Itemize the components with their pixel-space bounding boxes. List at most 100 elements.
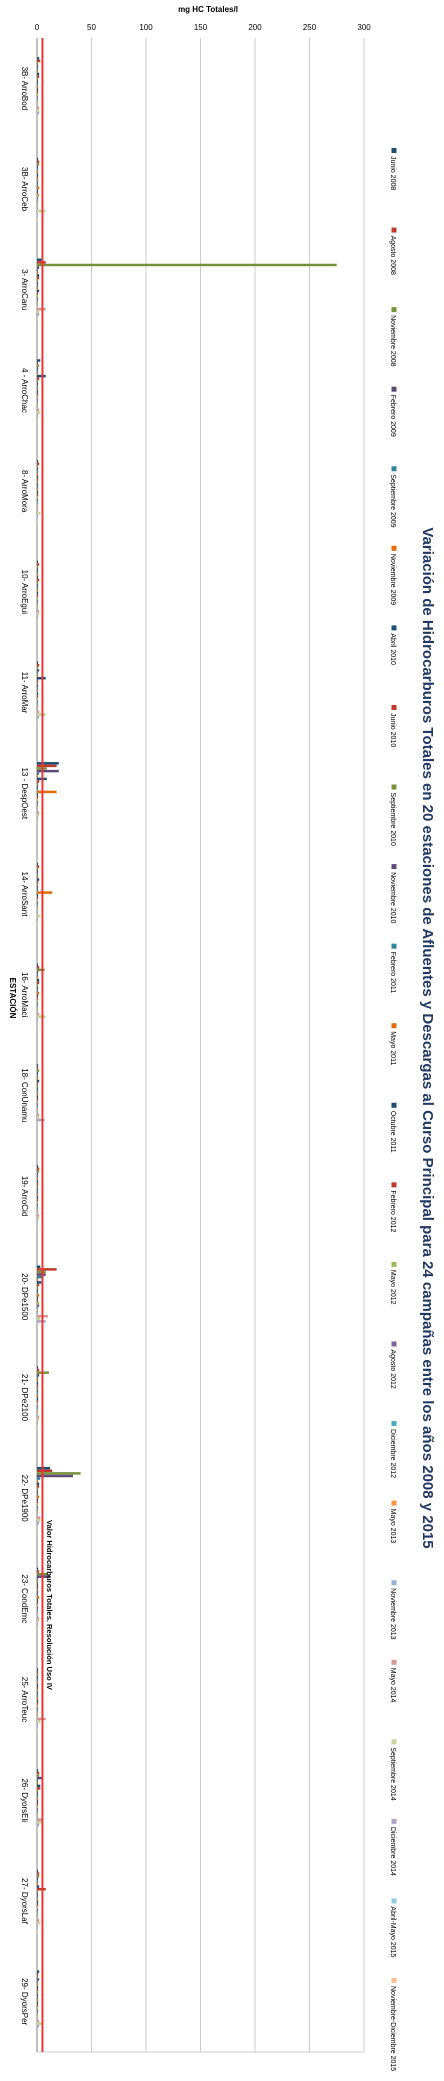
bar <box>37 1779 39 1782</box>
category-tick-label: 27- DyorsLaf <box>20 1878 29 1925</box>
bar <box>37 496 39 499</box>
bar <box>37 96 39 99</box>
bar <box>37 669 40 672</box>
bar <box>37 1469 53 1473</box>
legend-swatch <box>391 545 397 551</box>
legend-swatch <box>391 1818 397 1824</box>
bar <box>37 1524 39 1527</box>
bar <box>37 1818 42 1821</box>
bar <box>37 1183 39 1186</box>
category-tick-label: 14- ArroSant <box>20 871 29 917</box>
bar <box>37 1283 40 1287</box>
bar <box>37 801 39 804</box>
bar <box>37 261 46 264</box>
bar <box>37 1278 39 1282</box>
bar <box>37 1895 39 1899</box>
legend-label: Noviembre 2013 <box>389 1588 396 1639</box>
bar <box>37 289 40 293</box>
bar <box>37 684 39 688</box>
bar <box>37 615 39 618</box>
bar <box>37 359 41 362</box>
bar <box>37 194 40 197</box>
legend-label: Noviembre 2010 <box>389 872 396 923</box>
bar <box>37 1670 39 1674</box>
bar <box>37 700 39 703</box>
bar <box>37 72 40 76</box>
bar <box>37 1185 39 1189</box>
bar <box>37 1821 42 1824</box>
bar <box>37 310 40 314</box>
bar <box>37 75 40 78</box>
bar <box>37 85 39 89</box>
bar <box>37 689 39 693</box>
bar <box>37 1415 40 1419</box>
bar <box>37 1015 46 1018</box>
bar <box>37 999 39 1003</box>
category-tick-label: 3B- ArroBod <box>20 67 29 111</box>
bar <box>37 1175 39 1178</box>
bar <box>37 1069 40 1072</box>
bar <box>37 64 39 68</box>
bar <box>37 1823 40 1827</box>
bar <box>37 1890 39 1894</box>
category-tick-label: 18- ConUnamu <box>20 1068 29 1122</box>
bar <box>37 1286 39 1289</box>
category-tick-label: 13 - DespOest <box>20 767 29 819</box>
bar <box>37 909 39 913</box>
bar <box>37 790 57 794</box>
value-axis-label: mg HC Totales/l <box>178 5 238 14</box>
bar <box>37 1301 40 1305</box>
bar <box>37 475 39 479</box>
bar <box>37 573 39 577</box>
bar <box>37 2019 40 2023</box>
bar <box>37 808 39 812</box>
bar <box>37 992 40 995</box>
bar <box>37 1389 39 1393</box>
bar <box>37 1813 39 1816</box>
bar <box>37 762 59 765</box>
bar <box>37 1567 39 1571</box>
legend-label: Septiembre 2010 <box>389 793 396 846</box>
bar <box>37 1012 40 1016</box>
bars <box>37 57 337 2033</box>
bar <box>37 814 40 817</box>
bar <box>37 1795 39 1798</box>
bar <box>37 721 39 724</box>
bar <box>37 398 39 401</box>
legend-swatch <box>391 1500 397 1506</box>
bar <box>37 1477 41 1480</box>
bar <box>37 1614 39 1617</box>
bar <box>37 1110 39 1114</box>
category-tick-label: 29- DyorsPer <box>20 1978 29 2025</box>
category-tick-label: 3B- ArroCeb <box>20 167 29 212</box>
bar <box>37 1193 39 1196</box>
bar <box>37 305 39 308</box>
bar <box>37 917 39 920</box>
bar <box>37 1627 39 1630</box>
legend-label: Mayo 2011 <box>389 1031 396 1065</box>
bar <box>37 986 39 990</box>
bar <box>37 867 39 871</box>
bar <box>37 1105 39 1109</box>
bar <box>37 178 39 182</box>
category-tick-label: 10- ArroEgui <box>20 570 29 615</box>
bar <box>37 181 39 184</box>
bar <box>37 906 39 910</box>
bar <box>37 764 57 768</box>
bar <box>37 1588 39 1591</box>
bar <box>37 674 39 677</box>
bar <box>37 377 40 380</box>
bar <box>37 111 40 115</box>
bar <box>37 971 39 974</box>
bar <box>37 202 39 205</box>
bar <box>37 2027 39 2031</box>
bar <box>37 207 39 210</box>
bar <box>37 514 39 518</box>
bar <box>37 1970 40 1973</box>
bar <box>37 266 40 269</box>
bar <box>37 1312 39 1315</box>
legend-label: Febrero 2009 <box>389 395 396 437</box>
bar <box>37 1913 39 1917</box>
bar <box>37 1578 39 1581</box>
legend-swatch <box>391 1182 397 1188</box>
